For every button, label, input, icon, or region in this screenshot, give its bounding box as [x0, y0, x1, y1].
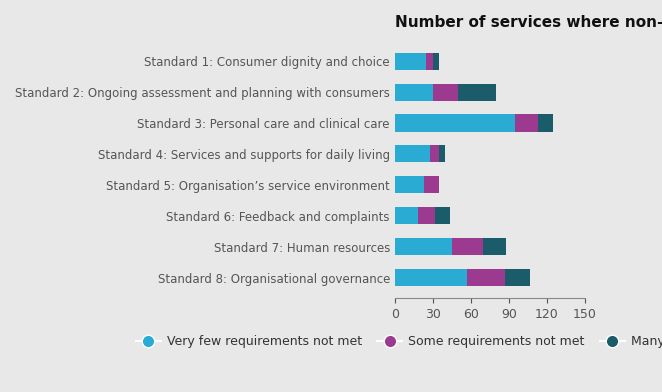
- Bar: [395, 114, 515, 132]
- Bar: [395, 176, 424, 193]
- Bar: [424, 176, 439, 193]
- Legend: Very few requirements not met, Some requirements not met, Many/all requirements : Very few requirements not met, Some requ…: [136, 335, 662, 348]
- Bar: [418, 207, 436, 224]
- Bar: [395, 53, 426, 70]
- Text: Number of services where non-compliance was found with each Aged Care Quality St: Number of services where non-compliance …: [395, 15, 662, 30]
- Bar: [458, 83, 496, 101]
- Bar: [395, 83, 433, 101]
- Bar: [515, 114, 538, 132]
- Bar: [433, 53, 439, 70]
- Bar: [395, 145, 430, 162]
- Bar: [483, 238, 506, 255]
- Bar: [395, 207, 418, 224]
- Bar: [395, 269, 467, 286]
- Bar: [467, 269, 505, 286]
- Bar: [395, 238, 451, 255]
- Bar: [538, 114, 553, 132]
- Bar: [451, 238, 483, 255]
- Bar: [505, 269, 530, 286]
- Bar: [430, 145, 439, 162]
- Bar: [433, 83, 458, 101]
- Bar: [439, 145, 446, 162]
- Bar: [426, 53, 433, 70]
- Bar: [436, 207, 450, 224]
